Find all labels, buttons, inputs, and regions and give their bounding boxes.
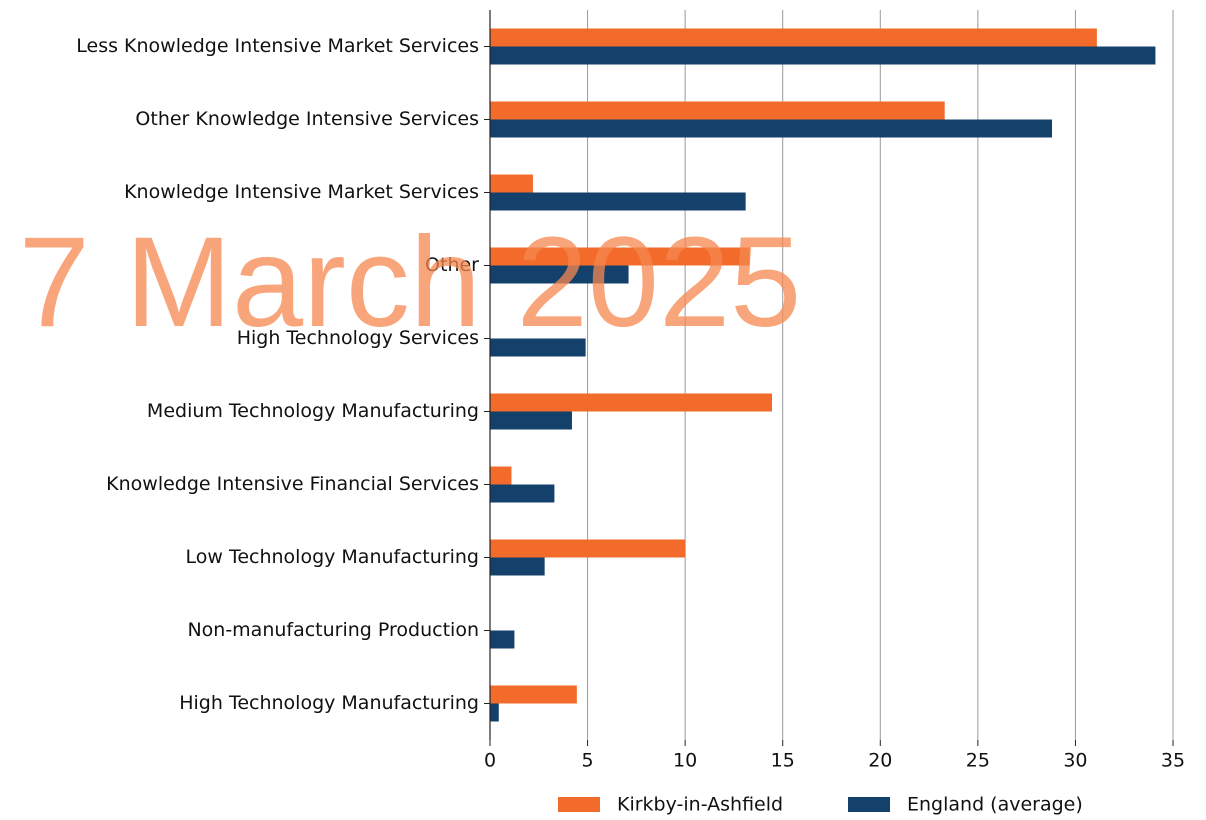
y-tick-label: Medium Technology Manufacturing	[147, 400, 479, 422]
y-tick-label: Non-manufacturing Production	[187, 619, 479, 641]
bar	[490, 539, 686, 558]
bar	[490, 174, 533, 193]
y-tick-label: Other Knowledge Intensive Services	[135, 108, 479, 130]
bar	[490, 557, 545, 576]
y-tick-label: Knowledge Intensive Financial Services	[106, 473, 479, 495]
bar	[490, 192, 746, 211]
x-tick-label: 35	[1161, 750, 1185, 772]
bar	[490, 411, 572, 430]
bar	[490, 265, 629, 284]
x-tick-label: 10	[673, 750, 697, 772]
y-tick-label: High Technology Services	[237, 327, 479, 349]
axes: 0 5 10 15 20 25 30 35 Less Knowledge Intensive M…	[76, 10, 1185, 816]
x-tick-label: 5	[582, 750, 594, 772]
bars	[490, 28, 1156, 722]
bar	[490, 703, 499, 722]
bar	[490, 119, 1053, 138]
y-tick-label: Low Technology Manufacturing	[185, 546, 479, 568]
y-tick-label: Less Knowledge Intensive Market Services	[76, 35, 479, 57]
bar	[490, 393, 772, 412]
bar	[490, 685, 577, 704]
legend-label: Kirkby-in-Ashfield	[617, 794, 783, 816]
y-tick-label: Knowledge Intensive Market Services	[124, 181, 479, 203]
bar	[490, 466, 512, 485]
legend-swatch	[848, 797, 890, 812]
bar	[490, 46, 1156, 65]
x-tick-label: 0	[484, 750, 496, 772]
bar	[490, 101, 945, 120]
x-tick-label: 30	[1063, 750, 1087, 772]
legend-swatch	[558, 797, 600, 812]
x-tick-label: 25	[966, 750, 990, 772]
bar	[490, 247, 750, 266]
watermark: 7 March 2025	[19, 211, 802, 354]
y-tick-label: High Technology Manufacturing	[179, 692, 479, 714]
bar	[490, 28, 1097, 47]
bar	[490, 484, 555, 503]
bar	[490, 338, 586, 357]
y-tick-label: Other	[425, 254, 479, 276]
legend-label: England (average)	[907, 794, 1083, 816]
x-tick-label: 15	[771, 750, 795, 772]
x-tick-label: 20	[868, 750, 892, 772]
bar	[490, 630, 515, 649]
